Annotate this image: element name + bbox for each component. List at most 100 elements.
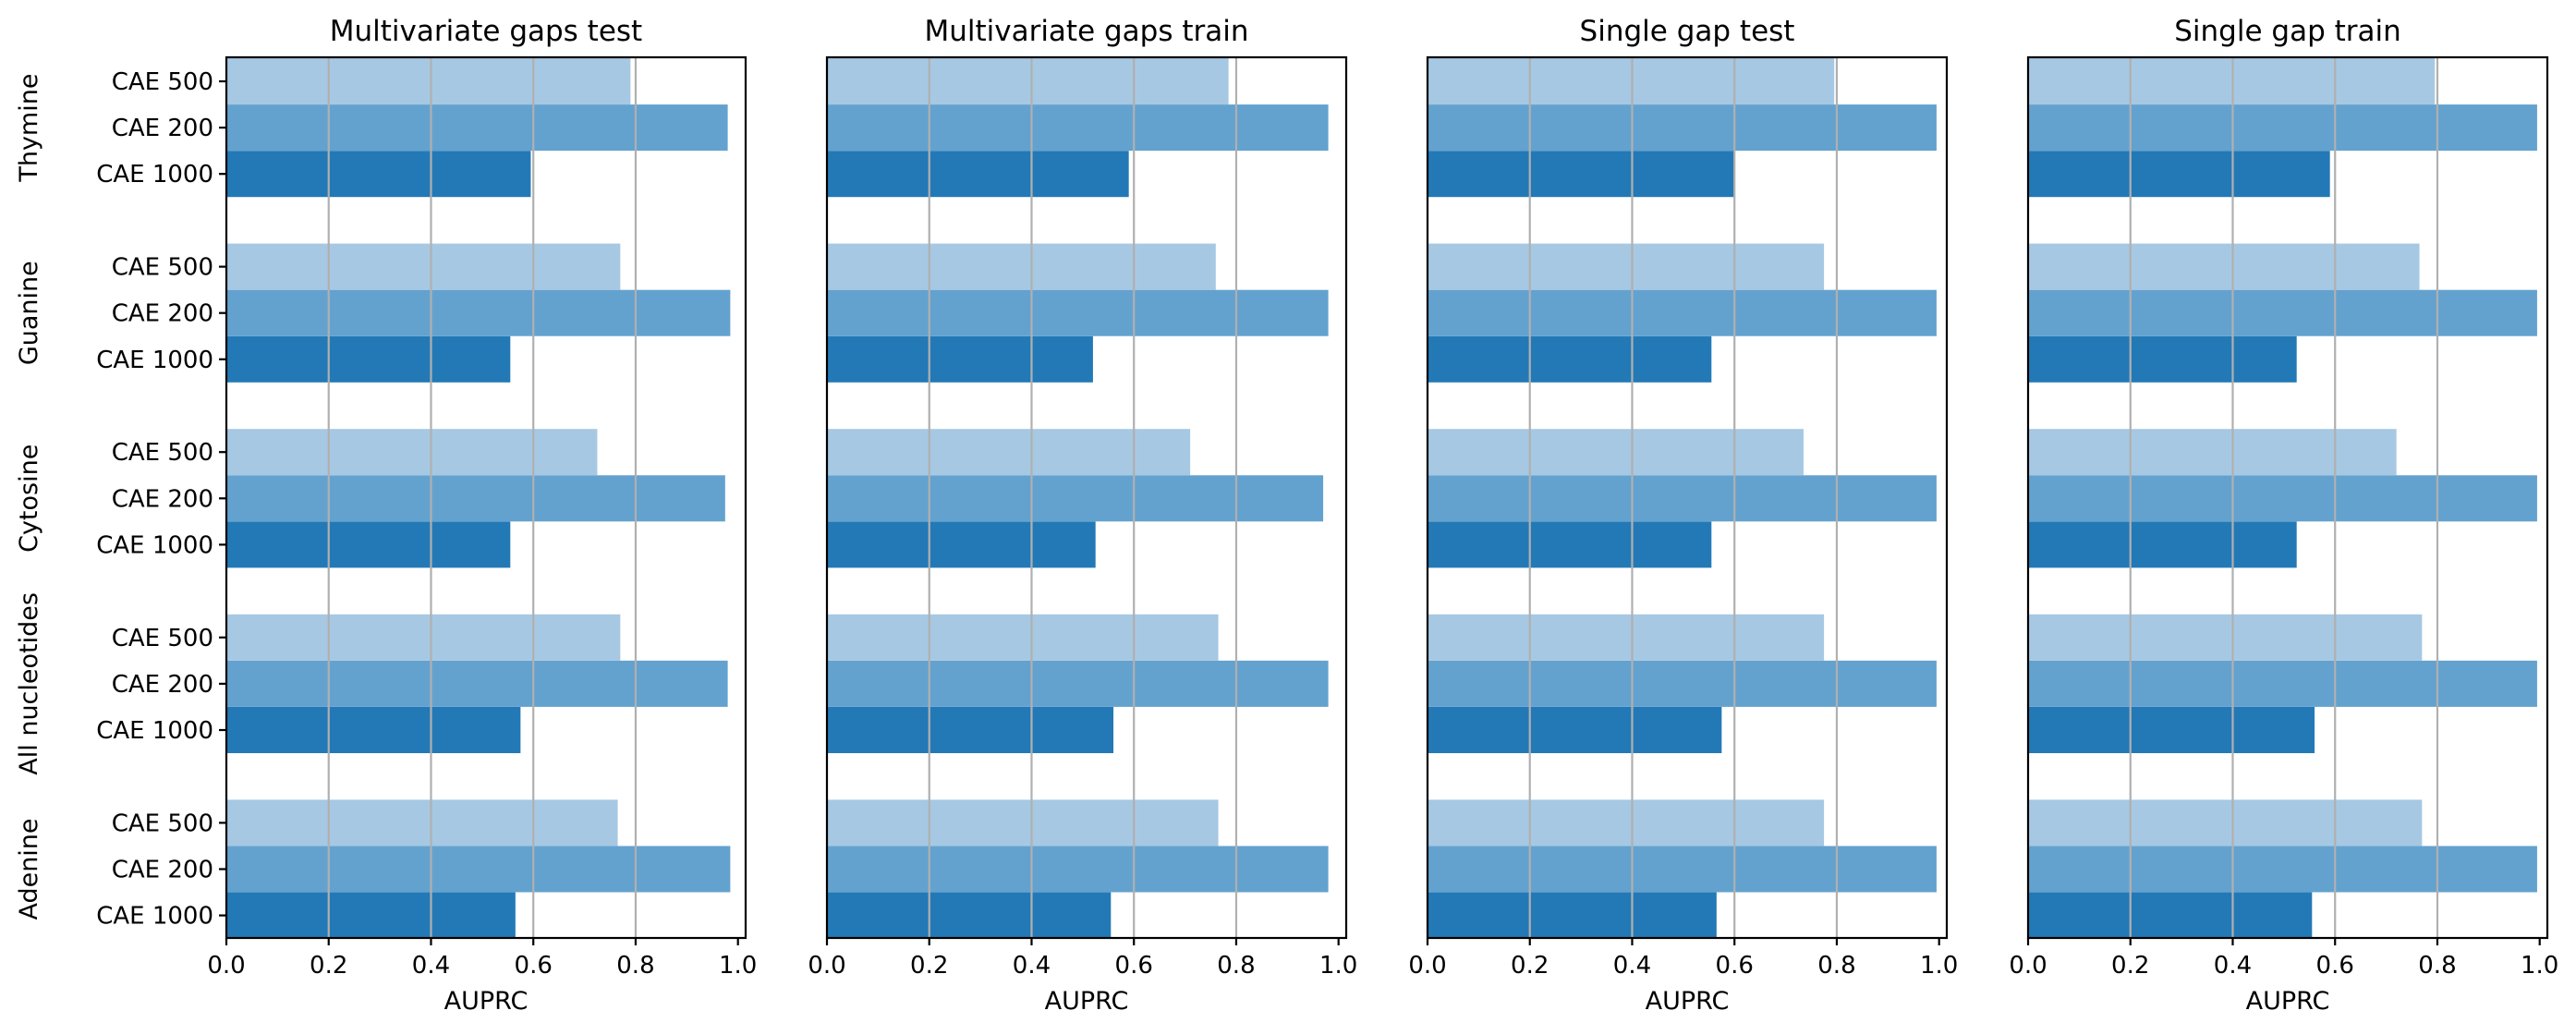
bar-adenine-cae-500 [1428,799,1825,846]
x-axis-label: AUPRC [1045,987,1129,1016]
bar-cytosine-cae-500 [2028,429,2397,476]
bar-adenine-cae-200 [2028,846,2537,893]
y-tick-label: CAE 1000 [96,903,213,931]
x-tick-label: 0.4 [412,952,450,980]
bar-adenine-cae-1000 [827,892,1112,939]
x-tick-label: 0.4 [2214,952,2252,980]
x-tick-label: 1.0 [719,952,757,980]
y-tick-label: CAE 1000 [96,531,213,559]
bar-cytosine-cae-1000 [2028,521,2297,568]
bar-thymine-cae-500 [226,58,631,104]
panel-title: Single gap test [1580,15,1795,48]
panel-single-gap-test: Single gap test 0.0 0.2 0.4 0.6 0.8 1.0 AUPRC [1408,15,1958,1016]
y-tick-label: CAE 500 [112,68,213,96]
bar-thymine-cae-200 [827,104,1329,152]
bar-cytosine-cae-500 [1428,429,1804,476]
bar-all-nucleotides-cae-200 [226,660,728,707]
y-tick-label: CAE 200 [112,857,213,884]
panel-title: Single gap train [2174,15,2401,48]
bar-thymine-cae-500 [2028,58,2436,104]
panel-multivariate-gaps-train: Multivariate gaps train 0.0 0.2 0.4 0.6 0.8 1.… [808,15,1357,1016]
y-tick-label: CAE 200 [112,671,213,699]
y-tick-label: CAE 500 [112,810,213,837]
bar-guanine-cae-500 [827,243,1216,290]
bar-guanine-cae-1000 [2028,335,2297,383]
bar-thymine-cae-1000 [2028,151,2330,198]
y-tick-label: CAE 200 [112,485,213,513]
x-tick-label: 1.0 [1319,952,1357,980]
x-tick-label: 0.6 [1716,952,1754,980]
panel-title: Multivariate gaps train [924,15,1248,48]
bar-all-nucleotides-cae-500 [2028,614,2423,661]
x-tick-label: 0.8 [2418,952,2456,980]
bar-all-nucleotides-cae-1000 [1428,707,1722,753]
bar-guanine-cae-200 [2028,289,2537,336]
bar-cytosine-cae-1000 [827,521,1096,568]
bar-all-nucleotides-cae-200 [827,660,1329,707]
bar-cytosine-cae-500 [827,429,1191,476]
group-label-thymine: Thymine [15,74,43,183]
bar-thymine-cae-500 [1428,58,1835,104]
panel-title: Multivariate gaps test [330,15,642,48]
y-tick-label: CAE 1000 [96,161,213,189]
x-tick-label: 0.0 [2009,952,2047,980]
bar-guanine-cae-1000 [827,335,1093,383]
y-tick-label: CAE 1000 [96,347,213,374]
bar-all-nucleotides-cae-500 [226,614,621,661]
x-tick-label: 0.6 [515,952,553,980]
bar-all-nucleotides-cae-1000 [226,707,521,753]
bar-adenine-cae-500 [827,799,1219,846]
bar-all-nucleotides-cae-1000 [827,707,1114,753]
bar-guanine-cae-1000 [1428,335,1712,383]
x-tick-label: 0.0 [808,952,845,980]
bar-guanine-cae-1000 [226,335,511,383]
x-tick-label: 0.8 [1217,952,1255,980]
bar-cytosine-cae-1000 [1428,521,1712,568]
x-tick-label: 0.2 [310,952,347,980]
x-tick-label: 1.0 [1920,952,1958,980]
bar-adenine-cae-500 [2028,799,2423,846]
x-tick-label: 0.8 [1817,952,1855,980]
group-label-guanine: Guanine [15,261,43,365]
x-tick-label: 0.6 [2316,952,2354,980]
x-tick-label: 1.0 [2521,952,2558,980]
x-axis-label: AUPRC [1646,987,1730,1016]
bar-guanine-cae-200 [827,289,1329,336]
bar-thymine-cae-200 [226,104,728,152]
bar-guanine-cae-200 [226,289,731,336]
y-tick-label: CAE 200 [112,300,213,328]
bar-adenine-cae-200 [1428,846,1937,893]
bar-guanine-cae-200 [1428,289,1937,336]
y-tick-label: CAE 200 [112,115,213,142]
plot-frame [825,55,1348,940]
bar-guanine-cae-500 [1428,243,1825,290]
group-label-all-nucleotides: All nucleotides [15,592,43,775]
bar-all-nucleotides-cae-200 [1428,660,1937,707]
bar-adenine-cae-200 [827,846,1329,893]
bar-guanine-cae-500 [226,243,621,290]
y-tick-label: CAE 500 [112,625,213,652]
bar-thymine-cae-200 [2028,104,2537,152]
panel-single-gap-train: Single gap train 0.0 0.2 0.4 0.6 0.8 1.0 AUPRC [2009,15,2558,1016]
y-tick-label: CAE 1000 [96,717,213,745]
x-tick-label: 0.6 [1115,952,1153,980]
bar-thymine-cae-500 [827,58,1229,104]
bar-cytosine-cae-1000 [226,521,511,568]
y-tick-label: CAE 500 [112,254,213,282]
bar-thymine-cae-1000 [827,151,1129,198]
group-label-cytosine: Cytosine [15,444,43,553]
x-tick-label: 0.4 [1613,952,1651,980]
x-tick-label: 0.0 [207,952,245,980]
bar-adenine-cae-1000 [1428,892,1717,939]
x-tick-label: 0.2 [1511,952,1549,980]
bar-all-nucleotides-cae-500 [1428,614,1825,661]
bar-thymine-cae-1000 [1428,151,1735,198]
bar-guanine-cae-500 [2028,243,2420,290]
x-tick-label: 0.0 [1408,952,1446,980]
y-tick-label: CAE 500 [112,439,213,467]
bar-cytosine-cae-200 [1428,475,1937,522]
x-tick-label: 0.4 [1013,952,1051,980]
bar-all-nucleotides-cae-200 [2028,660,2537,707]
bar-cytosine-cae-200 [827,475,1324,522]
